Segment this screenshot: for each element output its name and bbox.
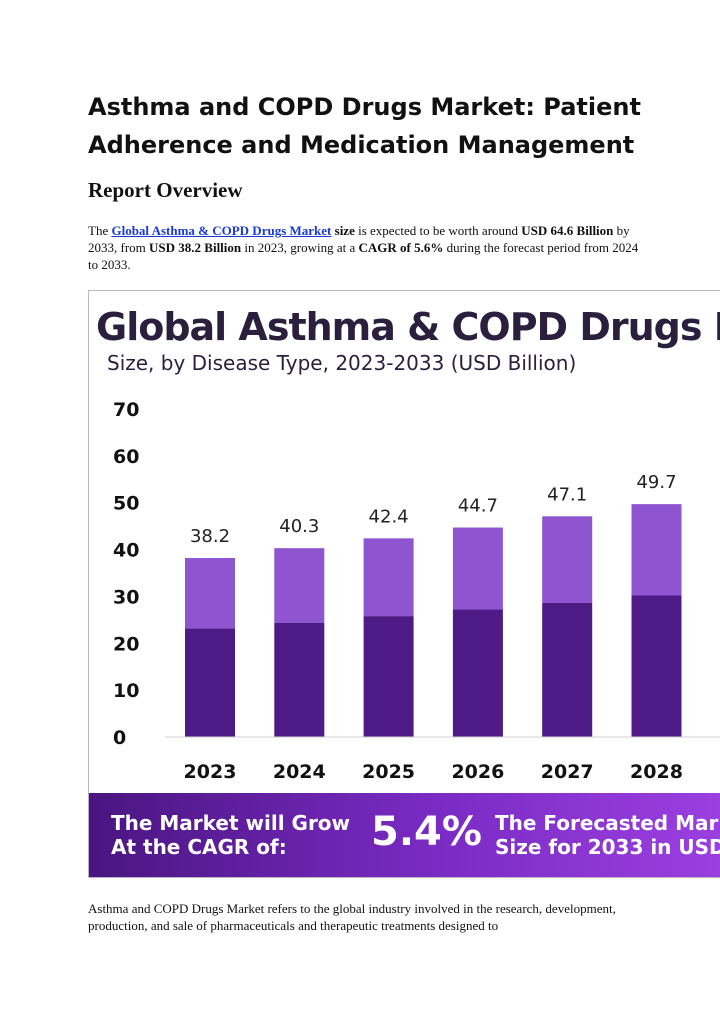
data-label: 42.4 xyxy=(369,506,409,527)
bar-segment-light xyxy=(363,538,414,617)
y-tick-label: 40 xyxy=(113,540,139,562)
bar-segment-light xyxy=(542,516,593,603)
page-title: Asthma and COPD Drugs Market: Patient Ad… xyxy=(88,93,641,159)
bar-segment-dark xyxy=(185,628,235,737)
bar-segment-dark xyxy=(452,609,503,737)
data-label: 47.1 xyxy=(547,484,587,505)
intro-text: by 2033, from xyxy=(88,223,630,255)
infographic-subtitle: Size, by Disease Type, 2023-2033 (USD Bi… xyxy=(107,351,577,375)
y-tick-label: 50 xyxy=(113,493,139,515)
x-tick-label: 2026 xyxy=(451,761,504,783)
data-label: 49.7 xyxy=(636,472,676,493)
intro-bold: USD 38.2 Billion xyxy=(149,240,242,255)
x-tick-label: 2028 xyxy=(630,761,683,783)
y-tick-label: 20 xyxy=(113,633,139,655)
intro-bold: CAGR of 5.6% xyxy=(358,240,444,255)
banner-cagr-label: The Market will Grow At the CAGR of: xyxy=(111,811,351,859)
market-report-link[interactable]: Global Asthma & COPD Drugs Market xyxy=(111,223,332,238)
bar-segment-dark xyxy=(363,616,414,737)
intro-text: is expected to be worth around xyxy=(354,223,522,238)
bar-segment-light xyxy=(631,504,682,596)
data-label: 40.3 xyxy=(279,516,319,537)
section-heading: Report Overview xyxy=(88,178,243,202)
body-paragraph: Asthma and COPD Drugs Market refers to t… xyxy=(88,901,616,933)
y-tick-label: 0 xyxy=(113,727,126,749)
y-tick-label: 70 xyxy=(113,399,139,421)
market-bar-chart: 0 10 20 30 40 50 60 70 38.2 2023 40.3 2024 42.4 2025 4… xyxy=(113,399,720,783)
y-tick-label: 60 xyxy=(113,446,139,468)
infographic-title: Global Asthma & COPD Drugs Ma xyxy=(96,305,720,349)
market-infographic: Global Asthma & COPD Drugs Ma Size, by D… xyxy=(88,290,720,878)
intro-text: in 2023, growing at a xyxy=(241,240,359,255)
intro-text: during the forecast period from 2024 to … xyxy=(88,240,639,272)
bar-segment-light xyxy=(452,527,503,610)
y-tick-label: 10 xyxy=(113,680,139,702)
bar-segment-dark xyxy=(274,622,325,737)
x-tick-label: 2025 xyxy=(362,761,415,783)
bar-segment-light xyxy=(185,558,235,629)
x-tick-label: 2024 xyxy=(273,761,326,783)
y-tick-label: 30 xyxy=(113,586,139,608)
intro-text: The xyxy=(88,223,112,238)
bar-segment-dark xyxy=(542,602,593,737)
intro-paragraph: The Global Asthma & COPD Drugs Market si… xyxy=(88,222,648,273)
banner-cagr-value: 5.4% xyxy=(371,809,482,855)
intro-bold: size xyxy=(334,223,355,238)
bar-segment-light xyxy=(274,548,325,623)
data-label: 44.7 xyxy=(458,496,498,517)
cagr-banner: The Market will Grow At the CAGR of: 5.4… xyxy=(89,793,720,877)
data-label: 38.2 xyxy=(190,526,230,547)
banner-forecast-label: The Forecasted Mar Size for 2033 in USD: xyxy=(495,811,720,859)
x-tick-label: 2027 xyxy=(541,761,594,783)
x-tick-label: 2023 xyxy=(184,761,237,783)
bar-segment-dark xyxy=(631,595,682,737)
intro-bold: USD 64.6 Billion xyxy=(521,223,614,238)
